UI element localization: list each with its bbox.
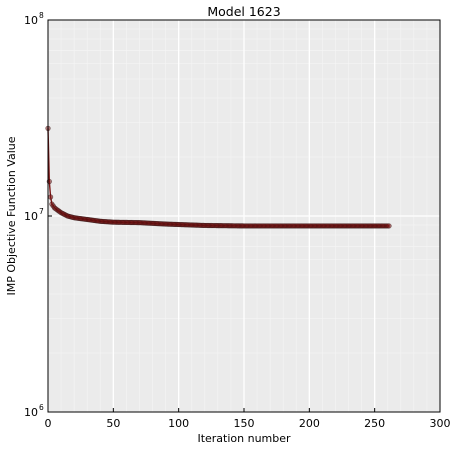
y-tick-label: 10 [24,210,38,223]
x-tick-label: 100 [168,417,189,430]
x-tick-label: 200 [299,417,320,430]
x-tick-label: 150 [234,417,255,430]
y-tick-exponent: 6 [39,403,44,412]
chart-title: Model 1623 [207,4,280,19]
x-axis-label: Iteration number [197,432,291,445]
x-tick-label: 300 [430,417,451,430]
y-tick-exponent: 7 [39,207,44,216]
x-axis-ticks: 0 50 100 150 200 250 300 [45,408,451,430]
y-tick-label: 10 [24,14,38,27]
series-group [45,125,392,229]
y-tick-exponent: 8 [39,11,44,20]
x-tick-label: 0 [45,417,52,430]
x-tick-label: 250 [364,417,385,430]
y-tick-label: 10 [24,406,38,419]
x-tick-label: 50 [106,417,120,430]
data-point [48,194,54,200]
data-point [386,223,392,229]
y-axis-label: IMP Objective Function Value [5,136,18,295]
